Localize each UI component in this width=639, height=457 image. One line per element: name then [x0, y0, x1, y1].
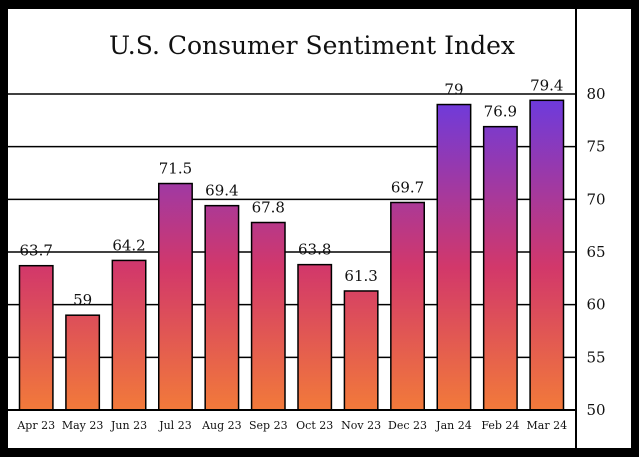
data-labels: 63.7 59 64.2 71.5 69.4 67.8 63.8 61.3 69.7 79 76.9…	[20, 76, 564, 309]
y-axis-ticks: 50 55 60 65 70 75 80	[586, 85, 605, 419]
bar	[18, 264, 54, 411]
x-axis-ticks: Apr 23 May 23 Jun 23 Jul 23 Aug 23 Sep 23 Oct …	[16, 419, 567, 432]
bar	[390, 201, 426, 411]
y-tick-label: 75	[586, 138, 605, 156]
x-tick-label: Dec 23	[388, 419, 427, 432]
bar-data-label: 69.7	[391, 178, 424, 196]
bar	[343, 290, 379, 411]
x-tick-label: Mar 24	[527, 419, 568, 432]
x-tick-label: Jan 24	[435, 419, 472, 432]
bar-data-label: 59	[73, 291, 92, 309]
bar	[482, 125, 518, 411]
x-tick-label: Aug 23	[201, 419, 242, 432]
bar	[297, 263, 333, 411]
bar-data-label: 64.2	[112, 236, 145, 254]
x-tick-label: Jun 23	[110, 419, 147, 432]
chart-title: U.S. Consumer Sentiment Index	[109, 31, 515, 60]
bar	[157, 182, 193, 411]
y-tick-label: 70	[586, 190, 605, 208]
x-tick-label: May 23	[62, 419, 104, 432]
bar	[436, 103, 472, 411]
bar-data-label: 63.7	[20, 242, 53, 260]
x-tick-label: Apr 23	[16, 419, 55, 432]
bar-data-label: 69.4	[205, 182, 238, 200]
bars	[18, 99, 565, 411]
x-tick-label: Feb 24	[481, 419, 519, 432]
bar	[250, 221, 286, 411]
x-tick-label: Oct 23	[296, 419, 333, 432]
x-tick-label: Nov 23	[341, 419, 381, 432]
chart-frame	[6, 7, 633, 450]
y-tick-label: 80	[586, 85, 605, 103]
bar-data-label: 79	[444, 81, 463, 99]
y-tick-label: 60	[586, 296, 605, 314]
bar	[111, 259, 147, 411]
bar	[529, 99, 565, 411]
bar-data-label: 67.8	[252, 199, 285, 217]
y-tick-label: 65	[586, 243, 605, 261]
y-tick-label: 55	[586, 348, 605, 366]
bar-data-label: 79.4	[530, 76, 563, 94]
bar-data-label: 71.5	[159, 160, 192, 178]
y-tick-label: 50	[586, 401, 605, 419]
x-tick-label: Sep 23	[249, 419, 288, 432]
bar-data-label: 76.9	[484, 103, 517, 121]
bar	[204, 204, 240, 411]
bar-data-label: 63.8	[298, 241, 331, 259]
bar	[65, 314, 101, 411]
bar-data-label: 61.3	[344, 267, 377, 285]
x-tick-label: Jul 23	[158, 419, 192, 432]
gridlines	[7, 93, 576, 359]
